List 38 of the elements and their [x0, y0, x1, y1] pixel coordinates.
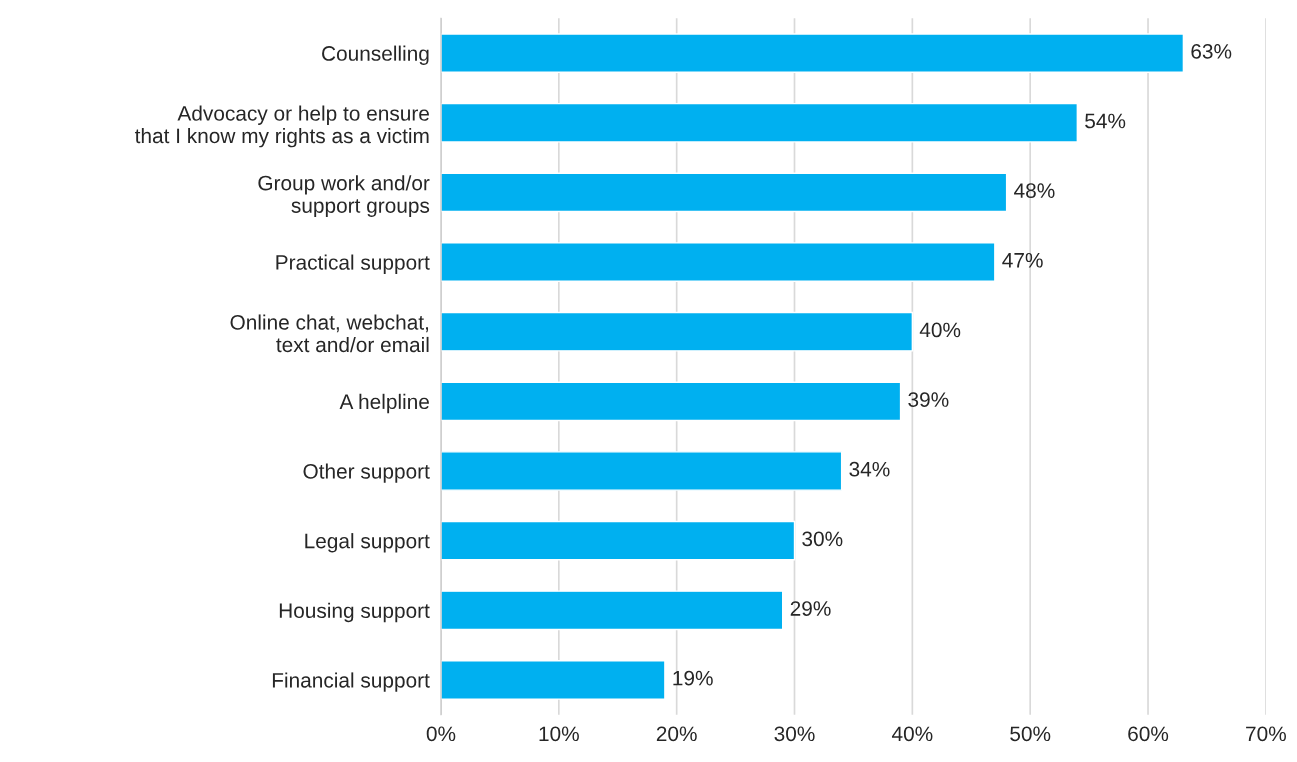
data-label: 29%: [790, 601, 831, 616]
bar: [440, 520, 796, 561]
bar: [440, 451, 843, 491]
x-tick-label: 50%: [1010, 726, 1051, 742]
y-tick-label: Counselling: [322, 45, 429, 65]
x-tick-label: 70%: [1246, 726, 1286, 742]
bar: [440, 660, 666, 700]
data-label: 63%: [1191, 43, 1232, 59]
bar: [440, 172, 1008, 213]
data-label: 48%: [1014, 183, 1055, 198]
data-label: 54%: [1085, 113, 1126, 129]
y-tick-label: Group work and/or support groups: [258, 175, 430, 218]
data-label: 19%: [673, 670, 713, 686]
y-tick-label: Advocacy or help to ensure that I know my rights as a victim: [134, 105, 429, 148]
y-tick-label: Practical support: [276, 254, 430, 274]
x-tick-label: 20%: [656, 726, 697, 742]
x-tick-label: 10%: [539, 726, 579, 742]
y-tick-label: Legal support: [305, 533, 430, 553]
bar: [440, 102, 1079, 143]
bar: [440, 590, 784, 631]
bar: [440, 33, 1185, 73]
x-tick-label: 40%: [891, 726, 933, 742]
bar: [440, 242, 996, 282]
x-tick-label: 30%: [774, 726, 815, 742]
data-label: 30%: [802, 531, 843, 547]
data-label: 34%: [849, 461, 890, 477]
bar: [440, 311, 914, 352]
y-tick-label: Financial support: [272, 672, 430, 692]
y-tick-label: Other support: [303, 463, 430, 483]
x-tick-label: 0%: [426, 726, 456, 742]
y-tick-label: Housing support: [279, 602, 430, 623]
y-tick-label: Online chat, webchat, text and/or email: [230, 314, 429, 353]
data-label: 47%: [1002, 252, 1043, 268]
data-label: 40%: [919, 322, 961, 338]
data-label: 39%: [908, 392, 949, 407]
bar: [440, 381, 902, 422]
y-tick-label: A helpline: [339, 393, 429, 414]
x-tick-label: 60%: [1128, 726, 1169, 742]
